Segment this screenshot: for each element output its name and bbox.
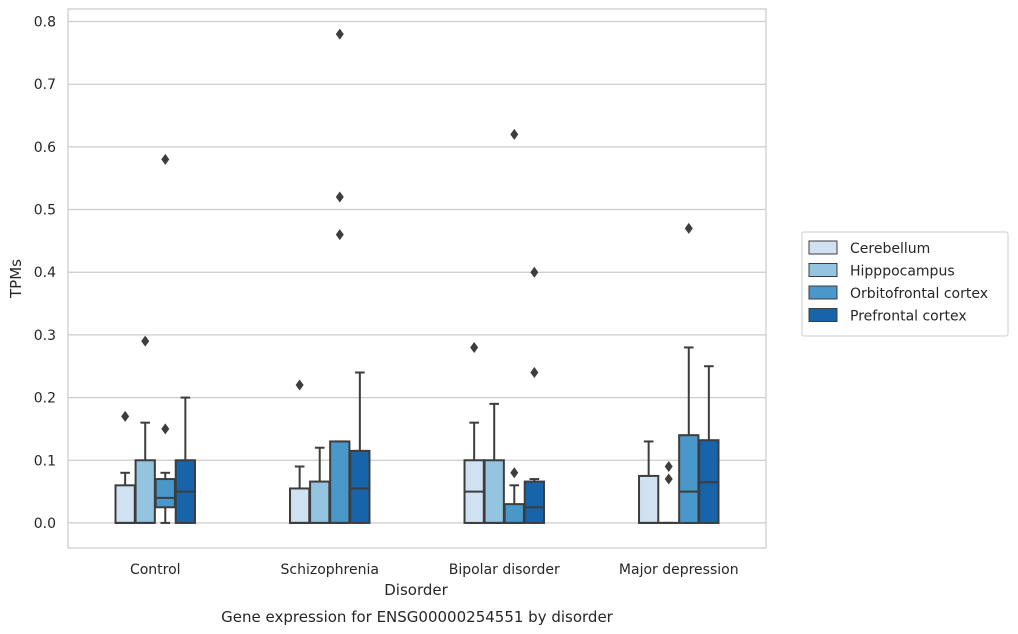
boxes — [114, 28, 720, 524]
box-body — [289, 487, 311, 524]
box-body — [483, 459, 505, 524]
box-prefrontal-cortex — [523, 266, 545, 524]
y-tick-label: 0.8 — [34, 15, 56, 31]
y-tick-label: 0.6 — [34, 140, 56, 156]
y-tick-label: 0.3 — [34, 328, 56, 344]
outlier-point — [335, 229, 344, 241]
x-axis-label: Disorder — [384, 581, 448, 599]
box-prefrontal-cortex — [349, 371, 371, 524]
y-tick-label: 0.5 — [34, 203, 56, 219]
y-tick-labels: 0.0 0.1 0.2 0.3 0.4 0.5 0.6 0.7 0.8 — [34, 15, 56, 532]
outlier-point — [161, 423, 170, 435]
outlier-point — [530, 367, 539, 379]
box-hipppocampus — [658, 461, 680, 524]
y-tick-label: 0.4 — [34, 265, 56, 281]
outlier-point — [510, 467, 519, 479]
outlier-point — [664, 473, 673, 485]
x-tick-label: Major depression — [619, 562, 739, 578]
legend-frame — [801, 231, 1009, 337]
box-body — [349, 449, 371, 524]
legend: Cerebellum Hipppocampus Orbitofrontal cort… — [801, 231, 1009, 337]
outlier-point — [295, 379, 304, 391]
x-tick-label: Bipolar disorder — [449, 562, 560, 578]
grid — [68, 20, 766, 524]
legend-label: Cerebellum — [850, 241, 930, 257]
outlier-point — [530, 266, 539, 278]
box-body — [114, 484, 136, 524]
box-cerebellum — [638, 440, 660, 524]
outlier-point — [335, 28, 344, 40]
y-axis-label: TPMs — [7, 259, 25, 299]
box-orbitofrontal-cortex — [154, 153, 176, 524]
box-orbitofrontal-cortex — [678, 222, 700, 524]
box-cerebellum — [114, 410, 136, 524]
box-body — [309, 480, 331, 524]
legend-label: Hipppocampus — [850, 264, 955, 280]
legend-swatch — [808, 308, 838, 322]
legend-swatch — [808, 285, 838, 300]
x-tick-labels: Control Schizophrenia Bipolar disorder Majo… — [130, 562, 739, 578]
plot-frame — [67, 8, 767, 549]
box-prefrontal-cortex — [174, 396, 196, 524]
legend-label: Prefrontal cortex — [850, 309, 967, 325]
outlier-point — [141, 335, 150, 347]
box-cerebellum — [463, 341, 485, 524]
legend-swatch — [808, 263, 838, 277]
box-body — [678, 434, 700, 524]
outlier-point — [121, 410, 130, 422]
outlier-point — [470, 341, 479, 353]
box-hipppocampus — [483, 402, 505, 524]
y-tick-label: 0.2 — [34, 391, 56, 407]
outlier-point — [161, 153, 170, 165]
box-orbitofrontal-cortex — [329, 28, 351, 524]
box-body — [154, 478, 176, 509]
box-hipppocampus — [134, 335, 156, 524]
outlier-point — [335, 191, 344, 203]
box-hipppocampus — [309, 446, 331, 524]
box-body — [638, 474, 660, 524]
outlier-point — [684, 222, 693, 234]
box-body — [503, 503, 525, 524]
y-tick-label: 0.1 — [34, 453, 56, 469]
box-body — [523, 480, 545, 524]
legend-label: Orbitofrontal cortex — [850, 286, 988, 302]
box-cerebellum — [289, 379, 311, 524]
box-body — [134, 459, 156, 524]
y-tick-label: 0.0 — [34, 516, 56, 532]
box-body — [329, 440, 351, 524]
outlier-point — [664, 461, 673, 473]
outlier-point — [510, 128, 519, 140]
chart-caption: Gene expression for ENSG00000254551 by d… — [221, 608, 614, 626]
y-tick-label: 0.7 — [34, 77, 56, 93]
x-tick-label: Schizophrenia — [281, 562, 379, 578]
box-prefrontal-cortex — [698, 365, 720, 524]
legend-swatch — [808, 240, 838, 255]
x-tick-label: Control — [130, 562, 181, 578]
box-orbitofrontal-cortex — [503, 128, 525, 524]
